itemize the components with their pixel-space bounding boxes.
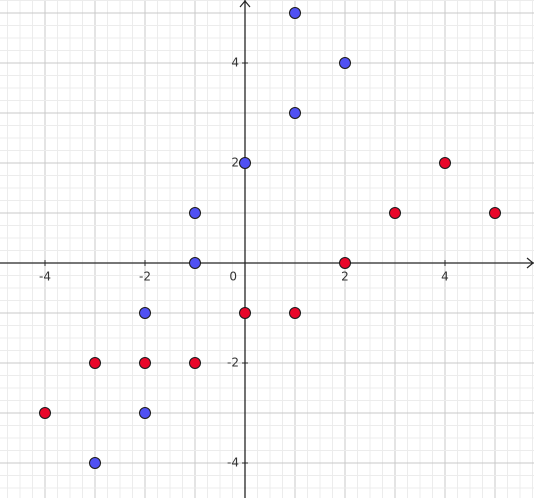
point	[239, 157, 251, 169]
point	[139, 407, 151, 419]
point	[39, 407, 51, 419]
point	[289, 7, 301, 19]
point	[439, 157, 451, 169]
point	[89, 457, 101, 469]
point	[139, 307, 151, 319]
point	[189, 357, 201, 369]
point	[339, 257, 351, 269]
point	[189, 257, 201, 269]
point	[339, 57, 351, 69]
y-tick-label: -2	[227, 356, 239, 370]
x-tick-label: 4	[441, 270, 449, 284]
x-tick-label: -2	[139, 270, 151, 284]
y-tick-label: 4	[231, 56, 239, 70]
y-tick-label: -4	[227, 456, 239, 470]
point	[139, 357, 151, 369]
point	[389, 207, 401, 219]
x-tick-label: 2	[341, 270, 349, 284]
y-axis-arrow	[239, 0, 251, 8]
point	[239, 307, 251, 319]
origin-label: 0	[229, 270, 237, 284]
point	[89, 357, 101, 369]
point	[289, 307, 301, 319]
x-tick-label: -4	[39, 270, 51, 284]
point	[289, 107, 301, 119]
x-axis-arrow	[526, 257, 534, 269]
point	[489, 207, 501, 219]
point	[189, 207, 201, 219]
y-tick-label: 2	[231, 156, 239, 170]
